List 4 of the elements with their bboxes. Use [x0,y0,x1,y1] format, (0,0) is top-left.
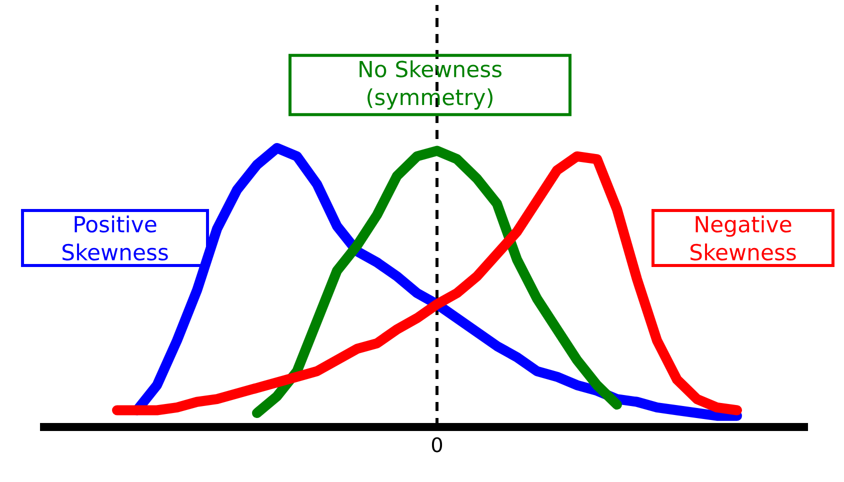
text: Negative Skewness [690,215,796,261]
series-label: Positive Skewness [62,215,168,261]
text: No Skewness (symmetry) [360,60,502,110]
text: 0 [432,437,442,452]
